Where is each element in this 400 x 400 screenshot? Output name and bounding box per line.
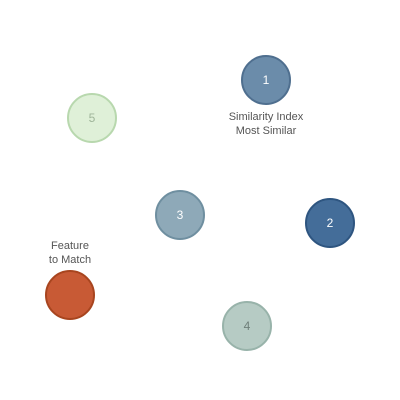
similarity-node-circle-5: [67, 93, 117, 143]
nodes-layer: 1 2 3 4 5: [45, 55, 355, 351]
similarity-node-3: 3: [155, 190, 205, 240]
similarity-node-circle-2: [305, 198, 355, 248]
similarity-node-circle-3: [155, 190, 205, 240]
similarity-node-label-5: 5: [89, 111, 96, 125]
similarity-node-circle-1: [241, 55, 291, 105]
similarity-node-circle-4: [222, 301, 272, 351]
similarity-node-5: 5: [67, 93, 117, 143]
similarity-node-label-4: 4: [244, 319, 251, 333]
feature-to-match-annotation: Feature to Match: [30, 239, 110, 267]
similarity-node-label-2: 2: [327, 216, 334, 230]
feature-label: Feature: [51, 240, 89, 252]
similarity-node-label-3: 3: [177, 208, 184, 222]
feature-to-match-circle: [45, 270, 95, 320]
similarity-node-label-1: 1: [263, 73, 270, 87]
similarity-index-annotation: Similarity Index Most Similar: [214, 110, 318, 138]
most-similar-label: Most Similar: [235, 125, 297, 137]
similarity-node-4: 4: [222, 301, 272, 351]
feature-to-match-node: [45, 270, 95, 320]
similarity-node-2: 2: [305, 198, 355, 248]
to-match-label: to Match: [48, 254, 92, 266]
similarity-index-label: Similarity Index: [228, 111, 304, 123]
similarity-node-1: 1: [241, 55, 291, 105]
